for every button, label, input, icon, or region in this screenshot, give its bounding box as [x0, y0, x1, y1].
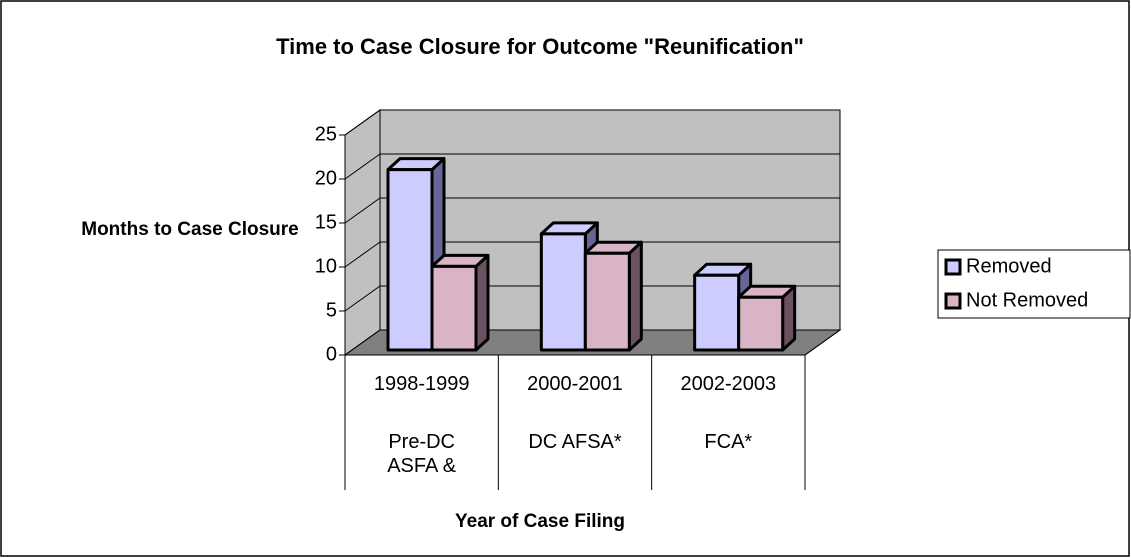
y-tick-label: 0	[326, 343, 337, 365]
category-note: Pre-DC ASFA &	[387, 431, 457, 477]
grid-line	[344, 197, 840, 224]
bar-top	[386, 157, 446, 172]
bar-front	[693, 273, 741, 352]
bar-front	[583, 251, 631, 352]
bar-top	[737, 284, 797, 299]
bar	[737, 284, 797, 352]
category-note: DC AFSA*	[528, 431, 622, 453]
chart-title: Time to Case Closure for Outcome "Reunif…	[276, 34, 804, 59]
y-tick-label: 15	[315, 211, 337, 233]
legend-label: Removed	[966, 255, 1052, 277]
bar-front	[430, 264, 478, 352]
bar-front	[386, 168, 434, 352]
legend-label: Not Removed	[966, 289, 1088, 311]
legend-swatch	[944, 292, 962, 310]
x-tick-label: 1998-1999	[373, 373, 470, 395]
bar-top	[430, 253, 490, 268]
bar-top	[539, 221, 599, 236]
x-tick-label: 2000-2001	[527, 373, 623, 395]
bar-side	[474, 253, 490, 352]
bar	[583, 240, 643, 352]
grid-line	[344, 109, 840, 136]
side-wall	[344, 109, 381, 356]
y-tick-label: 5	[326, 299, 337, 321]
bar-front	[737, 295, 785, 352]
grid-line	[344, 285, 840, 312]
floor-edge	[804, 329, 841, 356]
y-axis-title: Months to Case Closure	[81, 219, 299, 240]
y-tick-label: 25	[315, 123, 337, 145]
grid-line	[344, 241, 840, 268]
bar	[430, 253, 490, 352]
y-tick-label: 10	[315, 255, 337, 277]
x-axis-title: Year of Case Filing	[455, 511, 625, 532]
legend-swatch	[944, 258, 962, 276]
grid-line	[344, 153, 840, 180]
bar-side	[627, 240, 643, 352]
bar-front	[539, 232, 587, 352]
legend-box	[937, 249, 1131, 319]
bar-top	[693, 262, 753, 277]
category-note: FCA*	[704, 431, 753, 453]
x-tick-label: 2002-2003	[680, 373, 777, 395]
grid-line	[344, 329, 840, 356]
bar-top	[583, 240, 643, 255]
y-tick-label: 20	[315, 167, 337, 189]
